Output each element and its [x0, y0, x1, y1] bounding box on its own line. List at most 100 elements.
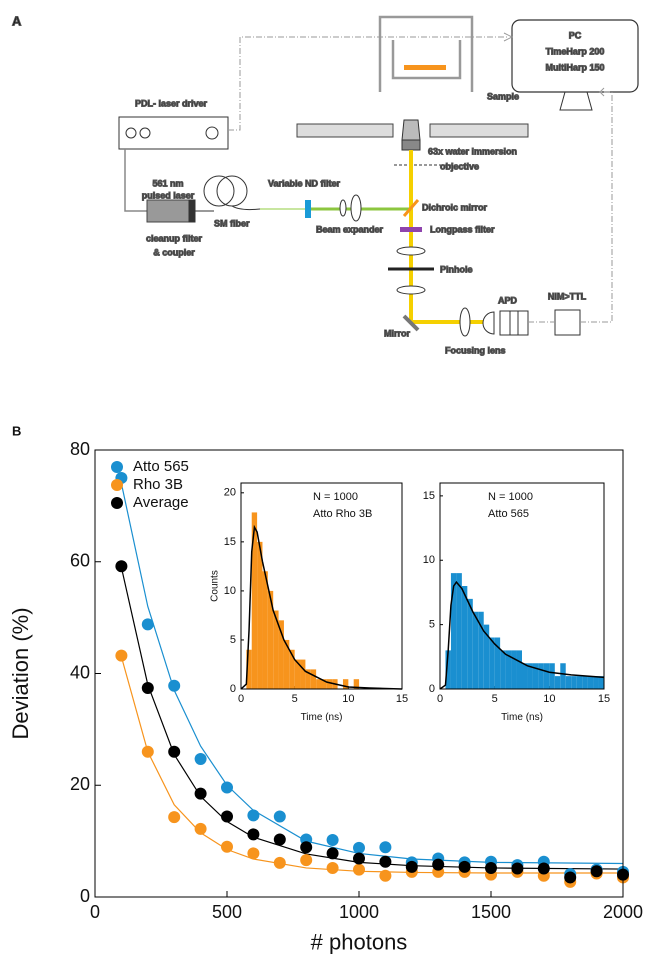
apd — [499, 310, 529, 336]
bar — [289, 649, 295, 689]
plot-frame — [439, 482, 605, 690]
knob — [205, 126, 219, 140]
x-tick-label: 10 — [342, 693, 354, 705]
nd-filter — [305, 200, 311, 218]
sample — [404, 65, 446, 70]
bar — [456, 573, 462, 689]
x-axis-label: # photons — [311, 930, 408, 955]
diagram-label: Focusing lens — [445, 345, 506, 355]
y-tick-label: 20 — [70, 774, 90, 794]
pc-stand — [559, 91, 593, 111]
diagram: A PC TimeHarp 200 MultiHarp 150 Sample 6… — [12, 13, 639, 356]
apd — [482, 311, 495, 335]
point — [485, 861, 497, 874]
bar — [511, 650, 517, 689]
bar — [582, 676, 588, 689]
bar — [483, 624, 490, 689]
annotation: Atto 565 — [488, 508, 529, 520]
diagram-label: 561 nm — [152, 178, 183, 188]
y-tick-label: 0 — [80, 886, 90, 906]
bar — [257, 541, 263, 689]
bar — [516, 650, 522, 689]
point — [353, 852, 365, 865]
cuvette — [391, 40, 462, 80]
x-tick-label: 5 — [292, 693, 298, 705]
bar — [273, 610, 279, 689]
diagram-label: Mirror — [384, 328, 411, 338]
point — [221, 781, 233, 794]
bar — [267, 590, 274, 689]
chart: 0 5 10 15 0 5 10 15 20 Time (ns) Counts N = 1000 Att… — [210, 482, 408, 723]
knob — [125, 127, 137, 139]
bar — [316, 679, 322, 689]
bar — [445, 650, 451, 689]
x-tick-label: 1000 — [339, 902, 379, 922]
objective — [401, 139, 421, 151]
legend-label: Rho 3B — [133, 476, 183, 493]
stage — [429, 123, 529, 138]
knob — [139, 127, 151, 139]
legend-label: Average — [133, 494, 189, 511]
signal-line — [528, 91, 613, 323]
y-tick-label: 5 — [230, 634, 236, 646]
point — [273, 856, 286, 869]
bar — [310, 669, 317, 689]
legend-swatch — [111, 461, 123, 473]
mirror — [402, 314, 420, 332]
point — [115, 649, 128, 662]
point — [379, 841, 392, 854]
point — [432, 858, 445, 871]
lens — [350, 194, 362, 222]
diagram-label: NIM>TTL — [548, 291, 587, 301]
point — [537, 862, 550, 875]
point — [168, 811, 181, 824]
diagram-label: PDL- laser driver — [135, 98, 208, 108]
point — [221, 810, 233, 823]
bar — [450, 573, 457, 689]
panel-label: B — [12, 423, 21, 438]
bar — [505, 650, 512, 689]
diagram-label: Variable ND filter — [268, 178, 341, 188]
point — [326, 847, 339, 860]
bar — [478, 611, 484, 689]
diagram-label: MultiHarp 150 — [545, 62, 604, 72]
x-tick-label: 15 — [396, 693, 408, 705]
lens — [339, 199, 347, 217]
diagram-label: pulsed laser — [142, 190, 195, 200]
point — [141, 745, 154, 758]
point — [300, 841, 313, 854]
bar — [342, 679, 349, 689]
coupler — [188, 199, 196, 223]
bar — [305, 669, 311, 689]
diagram-label: APD — [498, 295, 518, 305]
pc-monitor — [511, 19, 639, 93]
y-axis-label: Counts — [210, 570, 221, 602]
legend-swatch — [111, 479, 123, 491]
bar — [461, 586, 468, 689]
x-tick-label: 0 — [238, 693, 244, 705]
bar — [494, 637, 501, 689]
annotation: N = 1000 — [313, 491, 358, 503]
diagram-label: SM fiber — [214, 218, 250, 228]
fit-line — [240, 524, 403, 690]
bar — [283, 639, 290, 689]
sample-frame — [378, 15, 474, 92]
point — [458, 860, 471, 873]
arrowhead — [503, 32, 605, 97]
panel-label: A — [12, 13, 22, 28]
y-tick-label: 60 — [70, 551, 90, 571]
bar — [278, 620, 284, 689]
bar — [598, 676, 604, 689]
x-tick-label: 15 — [598, 693, 610, 705]
lens — [396, 285, 426, 295]
bar — [246, 649, 252, 689]
bar — [543, 663, 550, 689]
point — [273, 833, 286, 846]
point — [353, 863, 365, 876]
bar — [538, 663, 544, 689]
y-tick-label: 20 — [224, 487, 236, 499]
x-tick-label: 2000 — [603, 902, 643, 922]
bar — [522, 663, 528, 689]
bar — [549, 663, 555, 689]
annotation: Atto Rho 3B — [313, 508, 372, 520]
